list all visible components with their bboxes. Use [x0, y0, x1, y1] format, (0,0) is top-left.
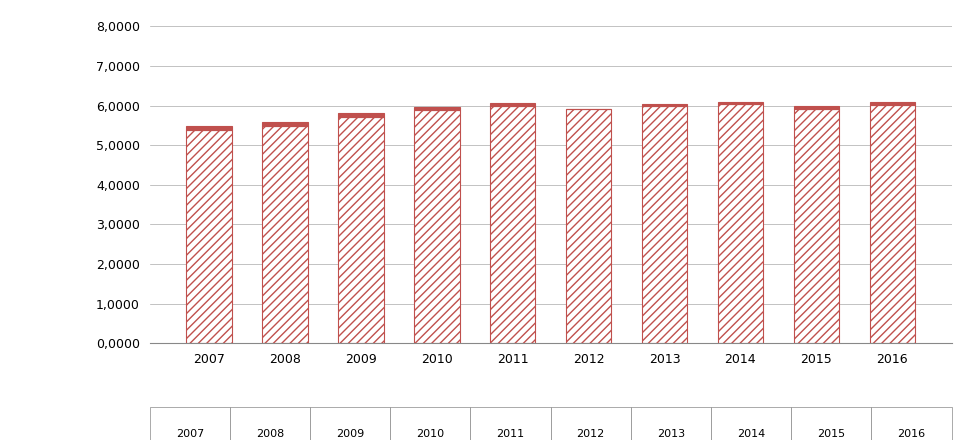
Bar [262, 122, 307, 126]
Bar [338, 113, 384, 117]
Bar [338, 117, 384, 343]
Bar [641, 104, 687, 106]
Bar [490, 103, 535, 106]
Bar [718, 104, 763, 343]
Bar [566, 109, 611, 343]
Bar [186, 126, 232, 131]
Bar [641, 106, 687, 343]
Bar [869, 102, 915, 105]
Bar [414, 110, 460, 343]
Bar [490, 106, 535, 343]
Bar [718, 102, 763, 104]
Bar [262, 126, 307, 343]
Bar [794, 109, 839, 343]
Bar [414, 107, 460, 110]
Bar [869, 105, 915, 343]
Bar [794, 106, 839, 109]
Bar [186, 131, 232, 343]
